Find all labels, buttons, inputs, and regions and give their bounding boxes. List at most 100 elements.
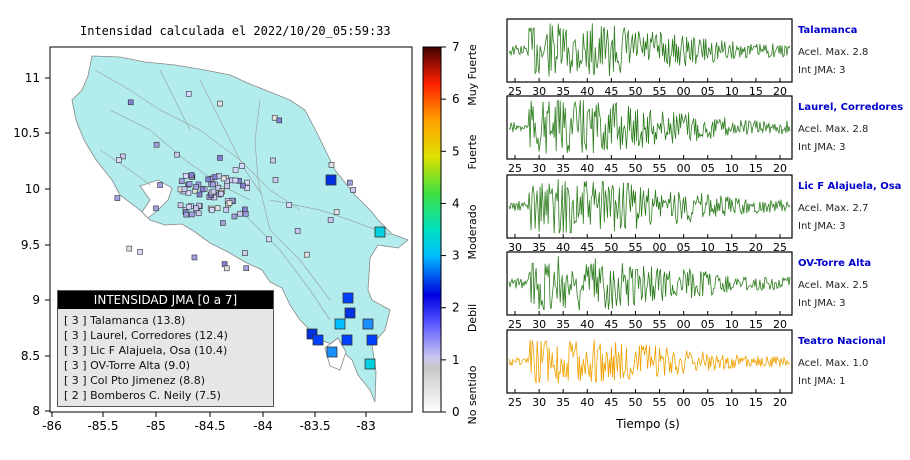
- station-marker: [218, 190, 224, 197]
- map-x-tick-label: -84.5: [194, 419, 225, 433]
- station-marker: [237, 210, 243, 217]
- legend-title: INTENSIDAD JMA [0 a 7]: [58, 291, 273, 309]
- station-marker: [232, 177, 239, 184]
- seismogram-tick-label: 30: [532, 162, 546, 175]
- seismogram-tick-label: 15: [725, 241, 739, 254]
- seismogram-tick-label: 10: [725, 318, 739, 331]
- station-marker: [270, 157, 276, 164]
- seismogram-tick-label: 05: [701, 318, 715, 331]
- colorbar-label: Moderado: [466, 204, 479, 259]
- seismogram-tick-label: 15: [749, 85, 763, 98]
- seismogram-tick-label: 45: [604, 396, 618, 409]
- seismogram-tick-label: 25: [508, 162, 522, 175]
- map-y-tick-label: 8.5: [21, 349, 40, 363]
- map-x-tick-label: -85: [146, 419, 166, 433]
- station-marker: [244, 179, 250, 186]
- seismogram-tick-label: 40: [556, 241, 570, 254]
- station-marker: [188, 172, 195, 178]
- map-y-tick-label: 10.5: [13, 126, 40, 140]
- station-name: Laurel, Corredores: [798, 102, 903, 113]
- seismogram-panel: 30 35 40 45 50 55 00 05 10 15 20 25 Lic F Alajuela, …: [506, 174, 901, 254]
- colorbar-tick-label: 7: [452, 40, 460, 54]
- legend-item: [ 3 ] Laurel, Corredores (12.4): [64, 329, 228, 342]
- station-marker-major: [342, 292, 354, 304]
- seismogram-tick-label: 05: [677, 241, 691, 254]
- station-marker: [239, 163, 245, 169]
- map-y-tick-label: 11: [25, 71, 40, 85]
- seismogram-tick-label: 20: [773, 162, 787, 175]
- station-marker: [114, 195, 121, 201]
- station-marker: [177, 202, 184, 209]
- legend-item: [ 3 ] Col Pto Jimenez (8.8): [64, 374, 206, 387]
- station-marker-major: [362, 318, 374, 330]
- station-marker: [328, 162, 335, 168]
- station-marker: [153, 205, 159, 212]
- station-marker: [115, 157, 122, 163]
- station-marker: [153, 141, 160, 148]
- seismogram-tick-label: 25: [508, 396, 522, 409]
- colorbar-label: Debil: [466, 304, 479, 332]
- seismogram-tick-label: 15: [749, 162, 763, 175]
- seismogram-tick-label: 05: [701, 85, 715, 98]
- colorbar-tick-label: 5: [452, 144, 460, 158]
- station-marker: [174, 151, 180, 158]
- seismogram-panel: 25 30 35 40 45 50 55 00 05 10 15 20 Talamanca Acel. M…: [506, 18, 868, 98]
- seismogram-trace: [508, 179, 791, 234]
- station-marker-major: [364, 358, 376, 370]
- station-marker: [157, 182, 163, 188]
- station-marker: [217, 155, 223, 161]
- seismogram-tick-label: 55: [653, 318, 667, 331]
- station-marker: [185, 203, 192, 210]
- seismogram-tick-label: 35: [556, 396, 570, 409]
- seismogram-tick-label: 50: [628, 396, 642, 409]
- station-marker: [304, 251, 310, 258]
- seismogram-tick-label: 30: [532, 396, 546, 409]
- colorbar-label: Muy Fuerte: [466, 44, 479, 106]
- station-marker: [185, 91, 192, 97]
- seismogram-tick-label: 55: [628, 241, 642, 254]
- station-intensity: Int JMA: 3: [798, 65, 846, 76]
- station-marker: [193, 205, 199, 212]
- station-marker: [137, 249, 143, 255]
- station-marker: [272, 176, 279, 183]
- station-marker-major: [312, 334, 324, 346]
- seismogram-panel: 25 30 35 40 45 50 55 00 05 10 15 20 OV-Torre Alta Ace…: [506, 251, 871, 331]
- station-marker: [226, 200, 233, 206]
- seismogram-tick-label: 45: [604, 318, 618, 331]
- station-marker: [220, 220, 226, 226]
- station-intensity: Int JMA: 3: [798, 298, 846, 309]
- station-marker: [223, 265, 230, 272]
- legend-item: [ 3 ] Talamanca (13.8): [64, 314, 186, 327]
- station-marker: [350, 187, 356, 193]
- seismogram-tick-label: 25: [508, 318, 522, 331]
- colorbar-tick-label: 6: [452, 92, 460, 106]
- station-intensity: Int JMA: 3: [798, 142, 846, 153]
- minor-stations: [114, 91, 356, 272]
- seismogram-trace: [508, 339, 791, 384]
- map-x-tick-label: -83.5: [299, 419, 330, 433]
- station-name: Teatro Nacional: [798, 336, 886, 347]
- station-marker: [243, 265, 250, 271]
- time-axis-label: Tiempo (s): [615, 417, 680, 431]
- seismogram-tick-label: 10: [701, 241, 715, 254]
- seismogram-tick-label: 30: [532, 85, 546, 98]
- station-marker: [196, 191, 203, 198]
- station-intensity: Int JMA: 1: [798, 376, 846, 387]
- station-marker-major: [306, 328, 318, 340]
- seismogram-tick-label: 15: [749, 318, 763, 331]
- station-accel: Acel. Max. 1.0: [798, 358, 868, 369]
- map-title: Intensidad calculada el 2022/10/20_05:59…: [80, 24, 391, 38]
- map-x-tick-label: -86: [42, 419, 62, 433]
- station-accel: Acel. Max. 2.7: [798, 203, 868, 214]
- seismogram-tick-label: 20: [773, 396, 787, 409]
- station-marker: [210, 181, 216, 188]
- station-marker: [224, 183, 230, 190]
- seismogram-tick-label: 35: [556, 162, 570, 175]
- seismogram-tick-label: 10: [725, 162, 739, 175]
- seismogram-tick-label: 30: [508, 241, 522, 254]
- seismogram-tick-label: 45: [580, 241, 594, 254]
- colorbar-tick-label: 3: [452, 249, 460, 263]
- station-marker-major: [334, 318, 346, 330]
- station-marker: [214, 205, 221, 212]
- seismogram-tick-label: 00: [677, 318, 691, 331]
